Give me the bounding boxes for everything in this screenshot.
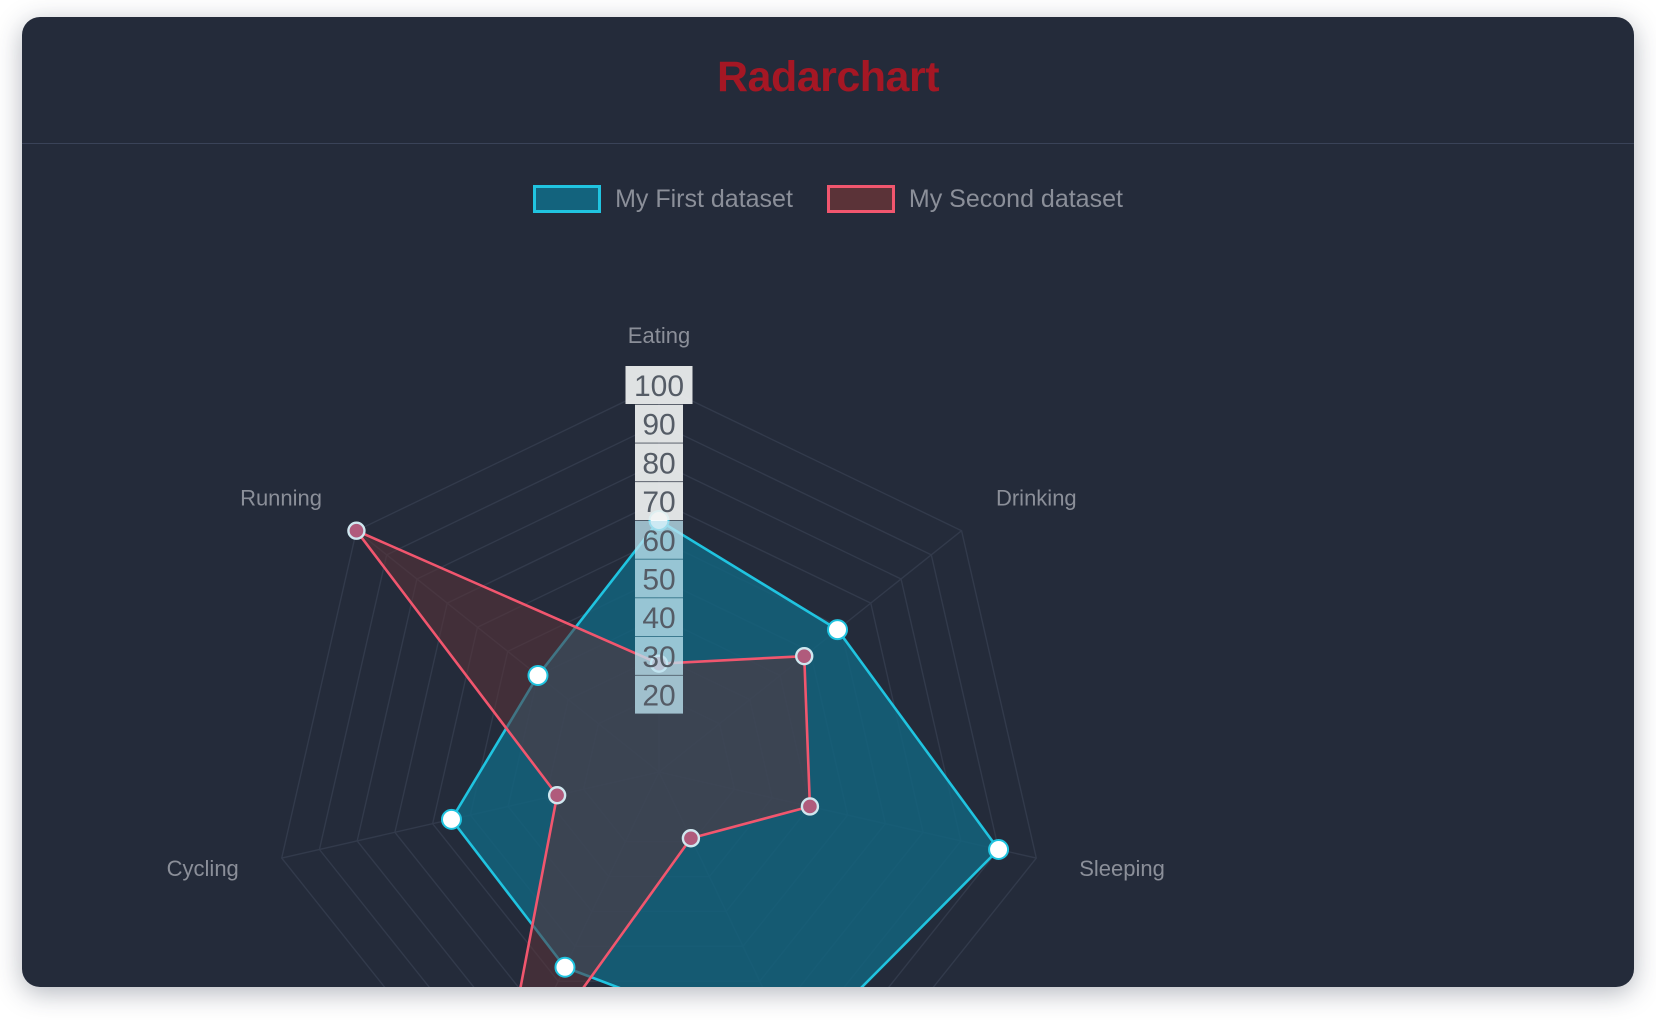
grid-ring xyxy=(394,500,924,987)
data-point[interactable] xyxy=(554,956,576,978)
data-point[interactable] xyxy=(800,797,820,816)
tick-label: 70 xyxy=(642,486,675,519)
legend-swatch-second-dataset xyxy=(826,185,895,213)
tick-label-backdrop xyxy=(635,559,683,598)
tick-label-backdrop xyxy=(635,598,683,637)
tick-label: 90 xyxy=(642,409,675,442)
radar-chart-canvas[interactable]: EatingDrinkingSleepingDesigningCodingCyc… xyxy=(22,144,1634,987)
tick-label-backdrop xyxy=(635,675,683,714)
data-point[interactable] xyxy=(681,829,701,848)
radar-series xyxy=(347,509,1010,987)
tick-label-backdrop xyxy=(635,520,683,559)
tick-label: 40 xyxy=(642,602,675,635)
data-point[interactable] xyxy=(527,664,549,686)
tick-label-backdrop xyxy=(635,443,683,482)
legend-label-first-dataset: My First dataset xyxy=(615,184,793,213)
data-point[interactable] xyxy=(347,521,366,540)
tick-label: 80 xyxy=(642,447,675,480)
tick-label: 50 xyxy=(642,564,675,597)
chart-card: Radarchart My First dataset My Second da… xyxy=(22,17,1634,987)
axis-label-cycling: Cycling xyxy=(167,856,239,881)
grid-ring xyxy=(280,384,1038,987)
tick-label-backdrop xyxy=(635,636,683,675)
grid-ring xyxy=(356,461,962,987)
radar-chart-svg[interactable]: EatingDrinkingSleepingDesigningCodingCyc… xyxy=(22,144,1634,987)
axis-label-eating: Eating xyxy=(628,323,690,348)
data-point[interactable] xyxy=(827,619,849,641)
legend-item-second-dataset[interactable]: My Second dataset xyxy=(826,184,1123,213)
card-header: Radarchart xyxy=(22,17,1634,144)
card-body: My First dataset My Second dataset Eatin… xyxy=(22,144,1634,987)
radar-axis-labels: EatingDrinkingSleepingDesigningCodingCyc… xyxy=(167,323,1165,881)
data-point[interactable] xyxy=(795,646,814,666)
legend-swatch-first-dataset xyxy=(533,185,602,213)
series-area-2[interactable] xyxy=(355,529,812,987)
axis-label-running: Running xyxy=(240,485,322,510)
page-title: Radarchart xyxy=(716,52,940,101)
radar-tick-labels: 20 30 40 50 60 70 80 90 100 xyxy=(625,366,693,714)
data-point[interactable] xyxy=(440,808,462,830)
data-point[interactable] xyxy=(988,839,1010,861)
legend-label-second-dataset: My Second dataset xyxy=(908,184,1123,213)
tick-label: 60 xyxy=(642,525,675,558)
tick-label-backdrop xyxy=(625,366,693,404)
axis-label-sleeping: Sleeping xyxy=(1079,856,1165,881)
tick-label: 100 xyxy=(634,370,684,403)
grid-ring xyxy=(318,422,1000,987)
tick-label: 20 xyxy=(642,680,675,713)
chart-legend: My First dataset My Second dataset xyxy=(22,185,1634,213)
data-point[interactable] xyxy=(547,786,567,805)
legend-item-first-dataset[interactable]: My First dataset xyxy=(533,185,793,213)
tick-label-backdrop xyxy=(635,482,683,521)
tick-label: 30 xyxy=(642,641,675,674)
axis-label-drinking: Drinking xyxy=(996,485,1077,510)
tick-label-backdrop xyxy=(635,404,683,443)
